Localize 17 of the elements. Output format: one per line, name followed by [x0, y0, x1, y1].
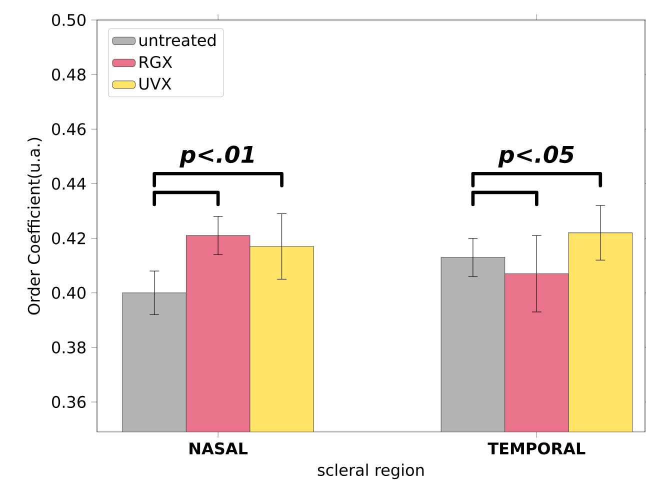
- x-axis-title: scleral region: [318, 464, 424, 480]
- y-axis-title: Order Coefficient(u.a.): [28, 138, 42, 315]
- y-tick-label: 0.50: [52, 14, 86, 26]
- y-tick-label: 0.46: [52, 123, 86, 136]
- y-tick-label: 0.44: [52, 178, 86, 190]
- y-tick-label: 0.42: [52, 232, 85, 244]
- legend-label: RGX: [140, 56, 172, 68]
- y-tick-label: 0.40: [52, 286, 86, 299]
- x-tick-label: NASAL: [190, 442, 248, 455]
- x-tick-label: TEMPORAL: [488, 442, 586, 455]
- y-tick-label: 0.36: [52, 396, 86, 408]
- y-tick-label: 0.38: [52, 341, 86, 354]
- annotation: p<.01: [180, 146, 254, 168]
- legend-label: UVX: [140, 78, 172, 90]
- y-tick-label: 0.48: [52, 68, 86, 81]
- annotation: p<.05: [498, 146, 574, 168]
- legend-label: untreated: [140, 34, 216, 46]
